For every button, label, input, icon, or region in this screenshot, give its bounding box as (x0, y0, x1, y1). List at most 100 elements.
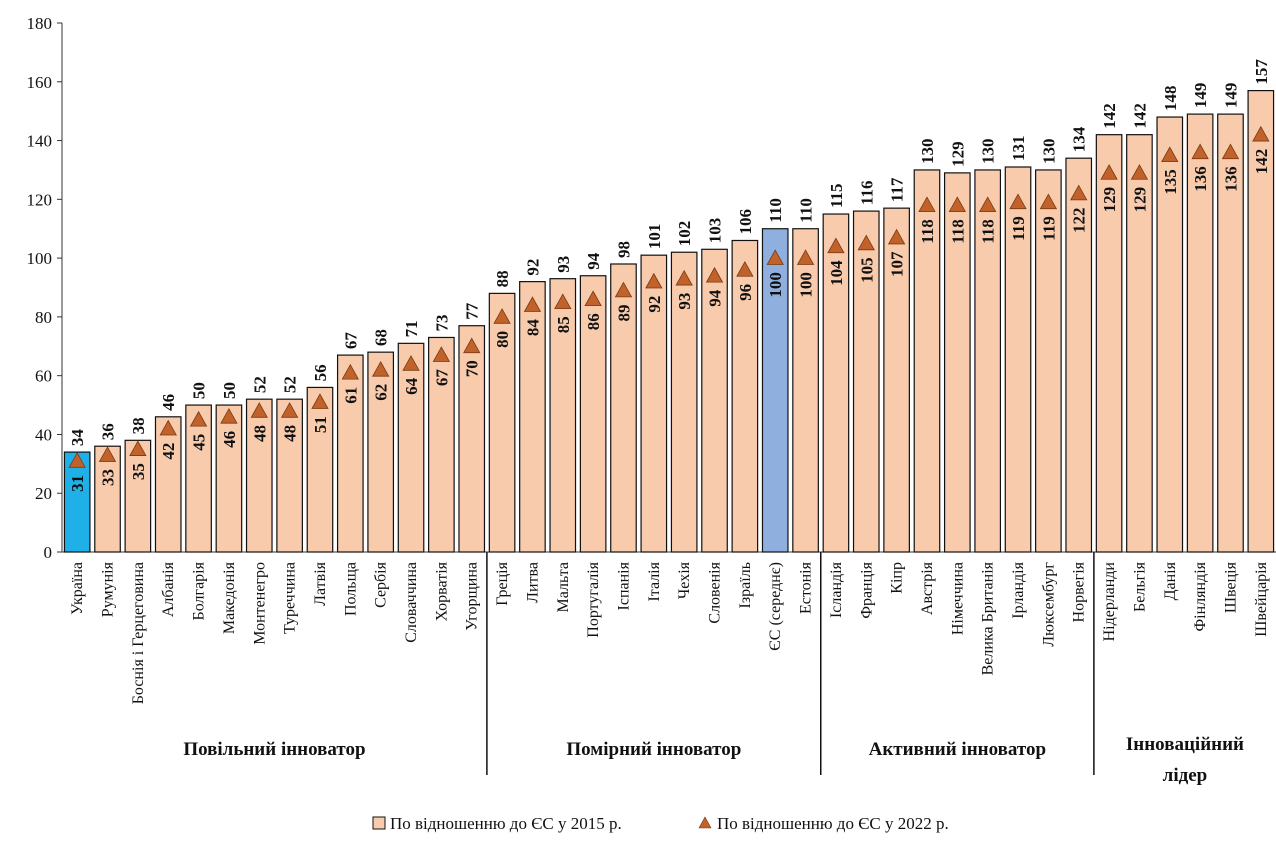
bar (1004, 166, 1032, 553)
category-label: Україна (69, 562, 86, 615)
bar-value-label: 77 (463, 302, 482, 320)
marker-value-label: 100 (766, 272, 785, 298)
marker-value-label: 33 (99, 469, 118, 486)
category-label: ЄС (середнє) (767, 562, 784, 651)
bar-value-label: 38 (129, 417, 148, 434)
marker-2022 (159, 419, 177, 436)
y-tick-label: 140 (27, 132, 53, 151)
bar-value-label: 142 (1100, 103, 1119, 129)
bar-value-label: 36 (99, 423, 118, 440)
category-label: Ісландія (828, 561, 845, 618)
bar (670, 251, 698, 553)
bar (63, 451, 91, 553)
category-label: Люксембург (1040, 562, 1057, 647)
marker-2022 (948, 196, 967, 213)
marker-2022 (189, 410, 208, 427)
marker-value-label: 31 (68, 475, 87, 492)
bar (883, 207, 910, 553)
bar (154, 416, 182, 553)
bar (458, 325, 486, 553)
marker-value-label: 67 (432, 369, 451, 387)
bar-value-label: 50 (190, 382, 209, 399)
y-tick-label: 80 (35, 308, 52, 327)
group-layer: Повільний інноватор Помірний інноватор Акт… (183, 552, 1244, 786)
marker-value-label: 70 (463, 360, 482, 377)
category-label: Данія (1162, 561, 1179, 600)
category-label: Монтенегро (251, 562, 268, 645)
category-label: Португалія (585, 561, 602, 637)
marker-value-label: 118 (918, 219, 937, 244)
bar-value-label: 149 (1191, 83, 1210, 109)
bar (397, 342, 425, 553)
bar-value-label: 131 (1009, 136, 1028, 162)
bar-value-label: 93 (554, 256, 573, 273)
category-label: Фінляндія (1192, 561, 1209, 631)
bar (1217, 113, 1244, 553)
marker-2022 (736, 261, 754, 277)
bar-value-label: 102 (675, 221, 694, 247)
bar (1186, 113, 1214, 553)
bar-value-label: 56 (311, 364, 330, 381)
marker-value-label: 46 (220, 431, 239, 448)
bar-value-label: 50 (220, 382, 239, 399)
marker-value-label: 42 (159, 443, 178, 460)
bar (610, 263, 637, 553)
bar-value-label: 115 (827, 183, 846, 208)
y-tick-label: 100 (27, 249, 53, 268)
group-label: Інноваційний (1126, 734, 1244, 755)
marker-2022 (98, 446, 117, 462)
marker-value-label: 64 (402, 377, 421, 395)
bar (215, 404, 243, 553)
marker-value-label: 48 (281, 425, 300, 442)
bar-value-label: 52 (281, 376, 300, 393)
bar (185, 404, 212, 553)
marker-value-label: 35 (129, 463, 148, 480)
y-tick-label: 20 (35, 484, 52, 503)
bar-value-label: 94 (584, 252, 603, 270)
bar-value-label: 149 (1221, 83, 1240, 109)
marker-2022 (554, 293, 572, 309)
y-tick-label: 0 (44, 543, 53, 562)
bar (701, 248, 728, 553)
marker-value-label: 105 (857, 257, 876, 283)
legend-swatch-2022 (698, 816, 712, 829)
bar (367, 351, 395, 553)
bar (761, 228, 789, 553)
bar (245, 398, 273, 553)
marker-value-label: 93 (675, 293, 694, 310)
category-label: Латвія (312, 561, 329, 606)
marker-value-label: 94 (706, 289, 725, 307)
bar (579, 275, 607, 553)
marker-value-label: 122 (1070, 207, 1089, 233)
marker-2022 (978, 196, 997, 213)
marker-2022 (887, 228, 906, 245)
marker-2022 (857, 234, 875, 251)
category-label: Нідерланди (1101, 562, 1118, 642)
bar-value-label: 98 (614, 241, 633, 258)
category-label: Іспанія (615, 561, 632, 610)
category-label: Австрія (919, 561, 936, 615)
marker-2022 (1191, 143, 1209, 160)
legend: По відношенню до ЄС у 2015 р. По відношен… (372, 814, 949, 833)
bar (792, 228, 819, 553)
category-label: Хорватія (433, 561, 450, 621)
category-label: Франція (858, 561, 875, 618)
marker-2022 (1221, 143, 1240, 160)
y-tick-label: 180 (27, 14, 53, 33)
marker-2022 (614, 281, 633, 298)
marker-value-label: 142 (1252, 149, 1271, 175)
category-label: Туреччина (282, 562, 299, 634)
marker-2022 (371, 360, 390, 377)
marker-value-label: 119 (1039, 216, 1058, 241)
bar (336, 354, 364, 553)
marker-value-label: 136 (1221, 166, 1240, 192)
category-label: Мальта (555, 562, 572, 612)
bar-value-label: 106 (736, 209, 755, 235)
bar (1035, 169, 1062, 553)
marker-value-label: 136 (1191, 166, 1210, 192)
bar (276, 398, 303, 553)
category-label: Болгарія (191, 561, 208, 620)
marker-value-label: 51 (311, 416, 330, 433)
bar-value-label: 103 (706, 218, 725, 244)
